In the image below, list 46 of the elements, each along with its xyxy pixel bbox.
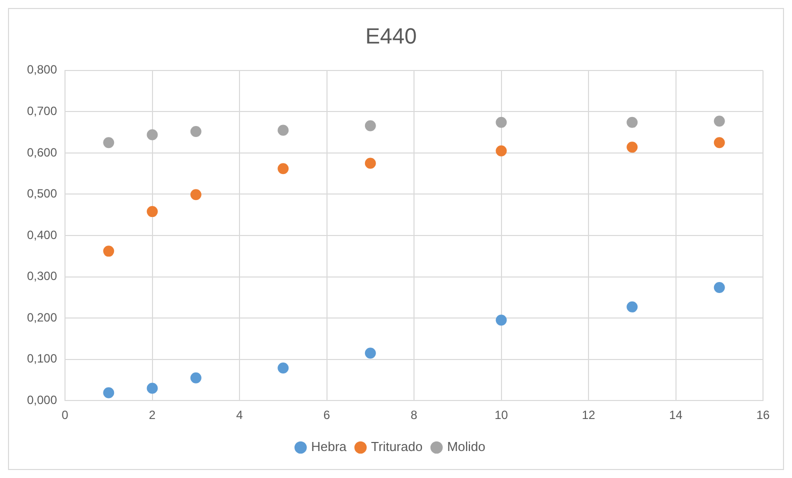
point [626, 301, 638, 312]
point [364, 158, 376, 169]
point [103, 137, 114, 148]
x-tick-label: 2 [148, 408, 156, 422]
point [714, 137, 725, 148]
point [103, 246, 114, 257]
x-tick-label: 0 [62, 408, 69, 422]
point [626, 116, 638, 128]
point [190, 372, 202, 384]
point [714, 282, 725, 294]
point [278, 124, 289, 136]
x-tick-label: 6 [323, 408, 330, 422]
point [626, 142, 638, 153]
point [190, 189, 202, 200]
legend-label: Triturado [371, 439, 423, 454]
chart-title: E440 [365, 23, 417, 48]
y-tick-label: 0,500 [27, 186, 58, 201]
point [146, 206, 158, 218]
point [146, 129, 158, 140]
y-tick-label: 0,300 [27, 269, 58, 284]
y-tick-label: 0,700 [27, 104, 58, 118]
point [278, 362, 289, 374]
y-tick-label: 0,600 [27, 145, 58, 160]
x-tick-label: 16 [756, 408, 770, 422]
point [714, 116, 725, 127]
y-tick-label: 0,100 [27, 352, 58, 366]
legend-label: Molido [447, 439, 486, 454]
y-tick-label: 0,000 [27, 392, 58, 407]
point [278, 163, 289, 174]
legend-label: Hebra [311, 439, 348, 454]
x-tick-label: 14 [669, 408, 683, 422]
y-tick-label: 0,800 [27, 62, 58, 77]
point [146, 382, 158, 394]
x-tick-label: 12 [582, 408, 596, 422]
point [364, 348, 376, 359]
x-tick-label: 4 [236, 408, 244, 422]
point [496, 145, 507, 156]
y-tick-label: 0,400 [27, 228, 58, 242]
y-tick-label: 0,200 [27, 310, 58, 324]
point [496, 314, 507, 326]
x-tick-label: 10 [494, 408, 508, 422]
point [190, 126, 202, 137]
point [364, 120, 376, 132]
point [496, 116, 507, 128]
x-tick-label: 8 [410, 408, 418, 422]
point [103, 387, 114, 398]
